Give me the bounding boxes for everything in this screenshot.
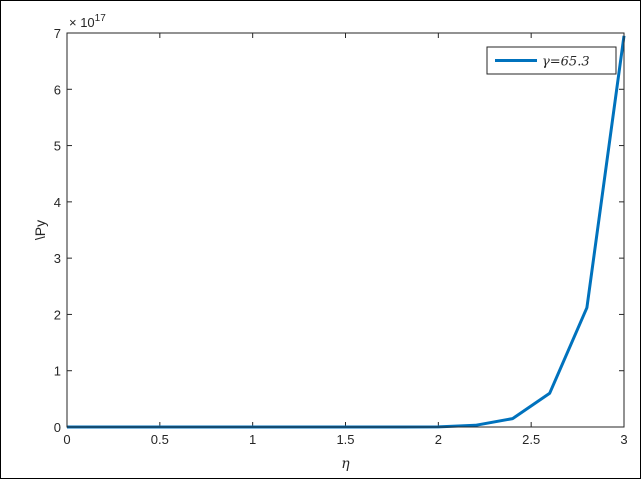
- x-tick-label: 2: [435, 432, 442, 447]
- plot-area: [67, 33, 624, 427]
- y-tick-label: 7: [54, 26, 61, 41]
- y-axis-label: \Py: [32, 220, 48, 240]
- tick-labels: 0 0.5 1 1.5 2 2.5 3 0 1 2 3 4 5 6 7: [54, 26, 628, 447]
- y-tick-label: 5: [54, 139, 61, 154]
- x-tick-label: 0: [63, 432, 70, 447]
- y-exponent-label: × 1017: [69, 13, 106, 30]
- x-tick-label: 0.5: [151, 432, 169, 447]
- x-tick-label: 2.5: [522, 432, 540, 447]
- y-tick-label: 3: [54, 251, 61, 266]
- y-tick-label: 6: [54, 82, 61, 97]
- legend-entry: γ=65.3: [542, 55, 590, 70]
- y-tick-label: 4: [54, 195, 61, 210]
- x-tick-label: 3: [620, 432, 627, 447]
- legend: γ=65.3: [486, 46, 617, 75]
- x-tick-label: 1: [249, 432, 256, 447]
- x-tick-label: 1.5: [336, 432, 354, 447]
- y-tick-label: 2: [54, 307, 61, 322]
- y-tick-label: 0: [54, 420, 61, 435]
- x-axis-label: η: [341, 456, 350, 472]
- plot-box: [66, 32, 625, 428]
- y-tick-label: 1: [54, 364, 61, 379]
